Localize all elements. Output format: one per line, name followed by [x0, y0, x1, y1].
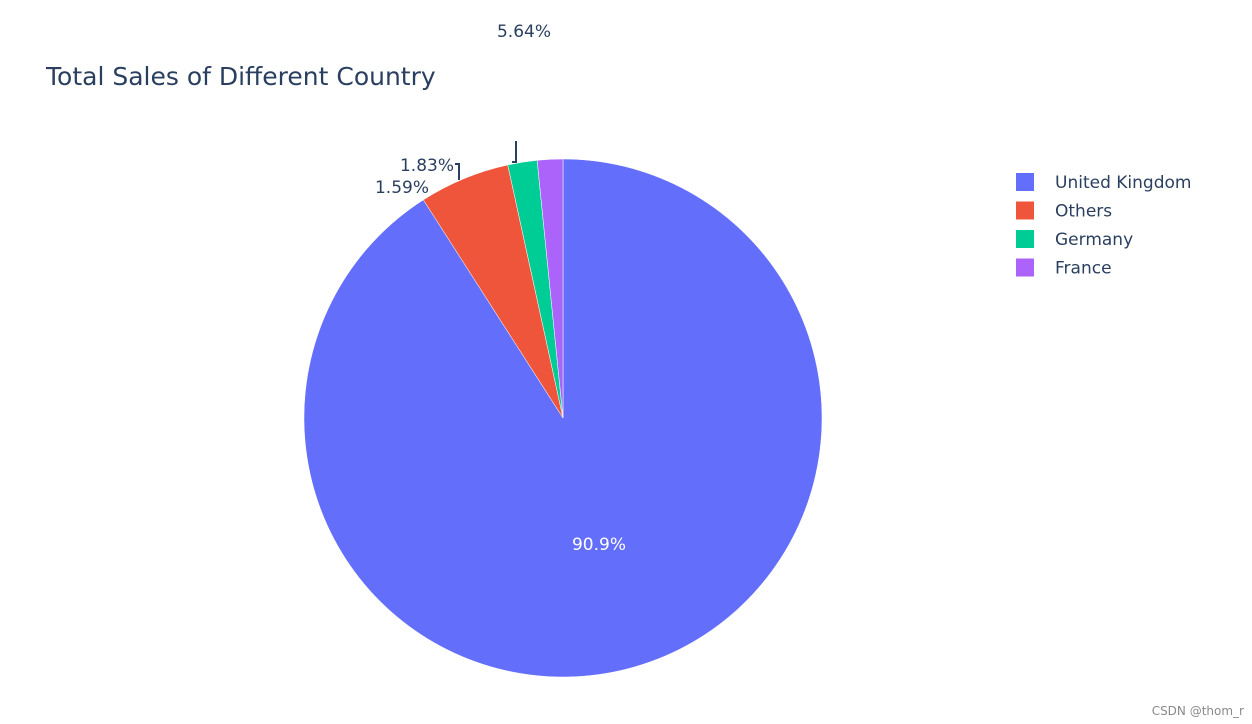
- legend-label-france: France: [1055, 259, 1112, 279]
- label-leader-others: [512, 141, 517, 163]
- pie-slices: [303, 158, 823, 678]
- chart-title: Total Sales of Different Country: [45, 62, 436, 91]
- legend-swatch-france: [1016, 258, 1034, 277]
- slice-label-others: 5.64%: [497, 22, 551, 42]
- legend-item-germany[interactable]: Germany: [1016, 230, 1133, 250]
- slice-label-france: 1.59%: [375, 178, 429, 198]
- label-leader-germany: [455, 163, 460, 180]
- legend-label-united-kingdom: United Kingdom: [1055, 173, 1191, 193]
- legend-label-others: Others: [1055, 202, 1112, 222]
- slice-label-germany: 1.83%: [400, 156, 454, 176]
- legend-swatch-united-kingdom: [1016, 173, 1034, 191]
- legend-swatch-others: [1016, 201, 1034, 220]
- slice-labels: 90.9% 5.64% 1.83%1.59%: [375, 22, 626, 555]
- watermark: CSDN @thom_r: [1151, 704, 1244, 718]
- legend-swatch-germany: [1016, 230, 1034, 248]
- pie-slice-france[interactable]: [536, 158, 564, 419]
- legend-item-france[interactable]: France: [1016, 258, 1112, 279]
- legend: United Kingdom Others Germany France: [1016, 173, 1191, 279]
- slice-label-united-kingdom: 90.9%: [572, 535, 626, 555]
- legend-label-germany: Germany: [1055, 230, 1133, 250]
- legend-item-others[interactable]: Others: [1016, 201, 1112, 222]
- legend-item-united-kingdom[interactable]: United Kingdom: [1016, 173, 1191, 193]
